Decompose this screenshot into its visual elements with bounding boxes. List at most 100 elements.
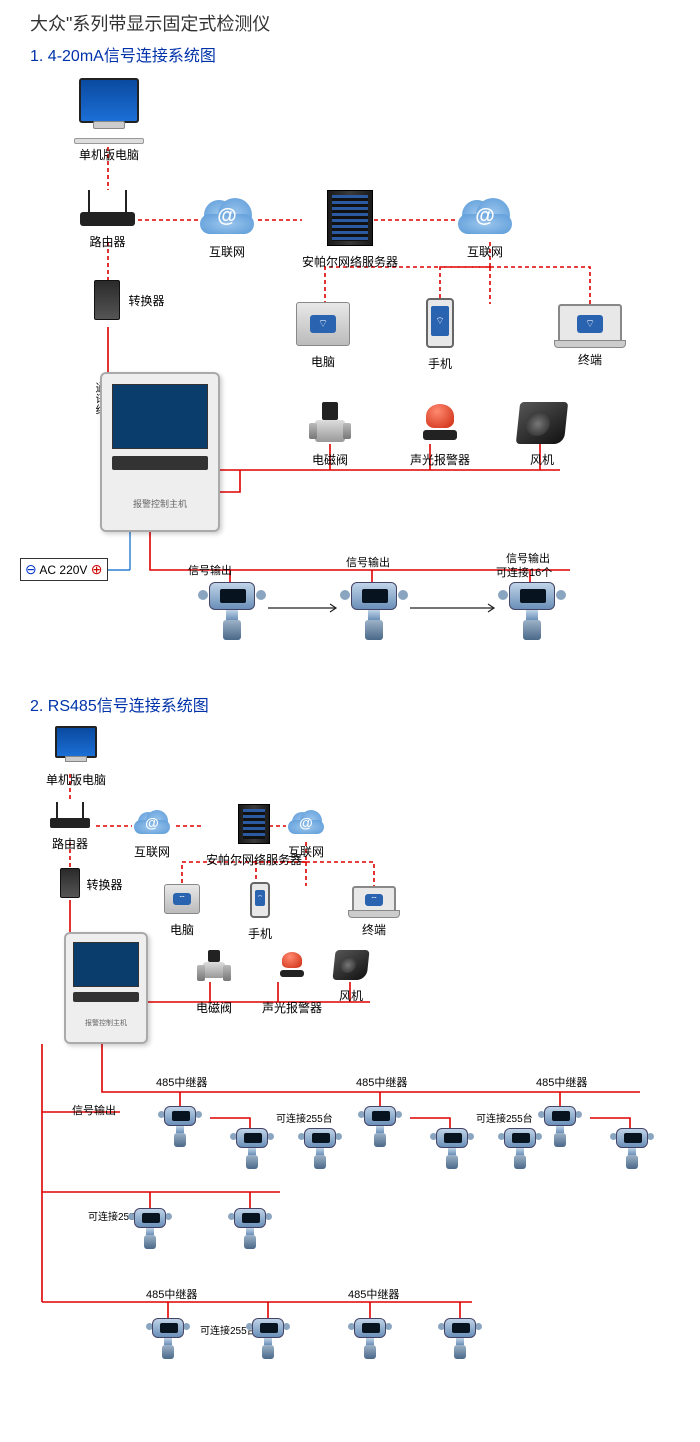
client-phone-label-2: 手机 [248, 925, 272, 942]
internet2-label: 互联网 [456, 243, 514, 260]
phone-icon: ⌔ [250, 882, 270, 918]
monitor-icon [79, 78, 139, 123]
router-node: 路由器 [80, 190, 135, 250]
client-pc-label: 电脑 [296, 353, 350, 370]
converter-node: 转换器 [94, 280, 164, 325]
det-r1-1 [160, 1106, 200, 1152]
desktop-icon: ⌔ [296, 302, 350, 346]
detector-icon [360, 1106, 400, 1147]
sigout-label-2: 信号输出 [72, 1102, 116, 1118]
cloud-icon: @ [198, 198, 256, 236]
client-term-label: 终端 [558, 351, 622, 368]
valve-label-2: 电磁阀 [196, 999, 232, 1016]
client-phone-node: ⌔ 手机 [426, 298, 454, 372]
det-r1-3 [300, 1128, 340, 1174]
fan-node: 风机 [518, 402, 566, 468]
max-label: 可连接16个 [496, 564, 552, 580]
router-node-2: 路由器 [50, 802, 90, 852]
rep-label-r1b: 485中继器 [356, 1074, 407, 1090]
cloud-icon: @ [286, 810, 326, 836]
det-r1-2 [232, 1128, 272, 1174]
cabinet-icon: 报警控制主机 [100, 372, 220, 532]
det-r1-8 [612, 1128, 652, 1174]
server-icon [238, 804, 270, 844]
detector-icon [432, 1128, 472, 1169]
detector-icon [540, 1106, 580, 1147]
converter-icon [94, 280, 120, 320]
det-r1-4 [360, 1106, 400, 1152]
fan-label-2: 风机 [334, 987, 368, 1004]
fan-label: 风机 [518, 451, 566, 468]
pc-node: 单机版电脑 [74, 78, 144, 163]
pc-node-2: 单机版电脑 [46, 726, 106, 788]
det-r1-5 [432, 1128, 472, 1174]
internet1-node-2: @ 互联网 [132, 810, 172, 860]
internet2-label-2: 互联网 [286, 843, 326, 860]
detector-icon [346, 582, 402, 640]
monitor-icon [55, 726, 97, 758]
internet1-label: 互联网 [198, 243, 256, 260]
internet1-node: @ 互联网 [198, 198, 256, 260]
rep-label-r3a: 485中继器 [146, 1286, 197, 1302]
router-icon [50, 818, 90, 828]
det-r2-2 [230, 1208, 270, 1254]
converter-icon [60, 868, 80, 898]
detector-icon [230, 1208, 270, 1249]
desktop-icon: ⌔ [164, 884, 200, 914]
laptop-icon: ⌔ [352, 886, 396, 914]
det-r3-3 [350, 1318, 390, 1364]
client-term-label-2: 终端 [352, 921, 396, 938]
page-title: 大众"系列带显示固定式检测仪 [0, 0, 700, 42]
sigout1-label: 信号输出 [188, 562, 232, 578]
client-pc-node-2: ⌔ 电脑 [164, 884, 200, 938]
detector-icon [440, 1318, 480, 1359]
alarm-label-2: 声光报警器 [262, 999, 322, 1016]
alarm-icon [421, 404, 459, 444]
alarm-icon [273, 952, 311, 992]
alarm-label: 声光报警器 [410, 451, 470, 468]
detector-icon [350, 1318, 390, 1359]
client-term-node-2: ⌔ 终端 [352, 886, 396, 938]
cabinet-icon: 报警控制主机 [64, 932, 148, 1044]
detector-icon [204, 582, 260, 640]
detector-icon [612, 1128, 652, 1169]
router-label: 路由器 [80, 233, 135, 250]
internet1-label-2: 互联网 [132, 843, 172, 860]
valve-icon [197, 950, 231, 992]
power-box: ⊖ AC 220V ⊕ [20, 558, 108, 581]
detector-icon [232, 1128, 272, 1169]
det-r3-4 [440, 1318, 480, 1364]
keyboard-icon [74, 138, 144, 144]
internet2-node-2: @ 互联网 [286, 810, 326, 860]
detector-icon [500, 1128, 540, 1169]
cloud-icon: @ [456, 198, 514, 236]
detector1-node [204, 582, 260, 645]
alarm-node-2: 声光报警器 [262, 952, 322, 1016]
detector-icon [160, 1106, 200, 1147]
detector3-node [504, 582, 560, 645]
detector-icon [504, 582, 560, 640]
client-pc-label-2: 电脑 [164, 921, 200, 938]
max-r1a: 可连接255台 [276, 1110, 333, 1125]
rep-label-r3b: 485中继器 [348, 1286, 399, 1302]
detector-icon [248, 1318, 288, 1359]
internet2-node: @ 互联网 [456, 198, 514, 260]
pc-label: 单机版电脑 [74, 146, 144, 163]
detector-icon [130, 1208, 170, 1249]
cloud-icon: @ [132, 810, 172, 836]
fan-icon [516, 402, 568, 444]
detector-icon [300, 1128, 340, 1169]
converter-node-2: 转换器 [60, 868, 122, 903]
alarm-node: 声光报警器 [410, 404, 470, 468]
section1-heading: 1. 4-20mA信号连接系统图 [0, 42, 700, 72]
sigout2-label: 信号输出 [346, 554, 390, 570]
det-r1-6 [500, 1128, 540, 1174]
client-phone-label: 手机 [426, 355, 454, 372]
valve-icon [313, 402, 347, 444]
det-r1-7 [540, 1106, 580, 1152]
rep-label-r1c: 485中继器 [536, 1074, 587, 1090]
det-r3-2 [248, 1318, 288, 1364]
laptop-icon: ⌔ [558, 304, 622, 344]
detector-icon [148, 1318, 188, 1359]
valve-node-2: 电磁阀 [196, 950, 232, 1016]
